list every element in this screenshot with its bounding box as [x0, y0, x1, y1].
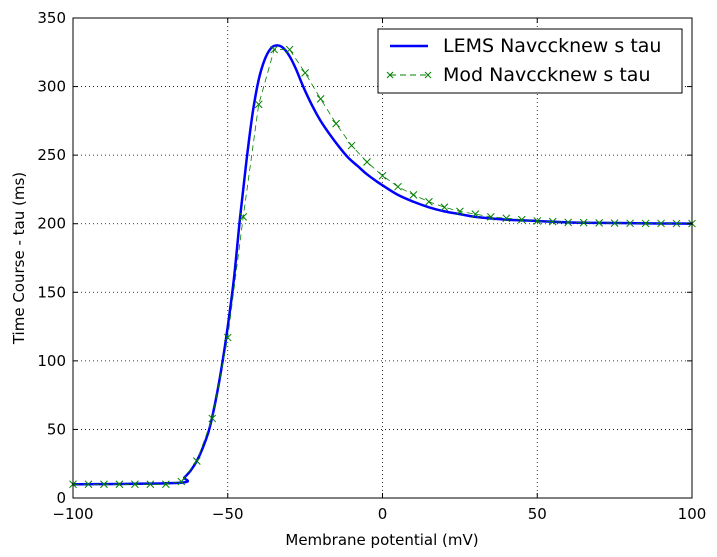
- data-point-mod: [208, 414, 217, 423]
- data-point-mod: [223, 333, 232, 342]
- data-point-mod: [502, 214, 511, 223]
- x-tick-label: 50: [528, 505, 547, 523]
- series-layer: [69, 44, 696, 489]
- x-tick-label: 0: [378, 505, 388, 523]
- data-point-mod: [131, 480, 139, 489]
- series-line-lems: [72, 44, 693, 486]
- data-point-mod: [332, 119, 340, 128]
- data-point-mod: [641, 219, 650, 228]
- x-tick-label: 100: [678, 505, 707, 523]
- data-point-mod: [672, 219, 681, 228]
- data-point-mod: [161, 480, 170, 489]
- data-point-mod: [84, 480, 93, 489]
- data-point-mod: [626, 219, 634, 228]
- series-line-mod: [73, 49, 692, 485]
- y-tick-label: 250: [37, 146, 66, 164]
- data-point-mod: [146, 480, 155, 489]
- data-point-mod: [100, 480, 108, 489]
- data-point-mod: [378, 171, 387, 180]
- y-tick-label: 100: [37, 352, 66, 370]
- x-tick-label: −100: [52, 505, 93, 523]
- data-point-mod: [409, 191, 418, 199]
- y-axis-label: Time Course - tau (ms): [10, 172, 28, 345]
- data-point-mod: [579, 218, 588, 227]
- data-point-mod: [177, 477, 186, 486]
- data-point-mod: [239, 213, 248, 221]
- data-point-mod: [471, 210, 480, 218]
- data-point-mod: [115, 480, 124, 489]
- legend-marker-mod: [386, 71, 432, 79]
- data-point-mod: [270, 45, 279, 54]
- data-point-mod: [254, 100, 263, 109]
- data-point-mod: [316, 95, 325, 103]
- data-point-mod: [548, 217, 557, 226]
- data-point-mod: [363, 158, 371, 166]
- ticks: −100 −50 0 50 100 0 50 100 150 200 250 300 350: [37, 9, 706, 523]
- y-tick-label: 50: [47, 420, 66, 438]
- data-point-mod: [456, 207, 464, 216]
- legend-label-lems: LEMS Navccknew s tau: [443, 35, 661, 57]
- data-point-mod: [517, 215, 526, 224]
- grid: [73, 18, 692, 498]
- legend: LEMS Navccknew s tau Mod Navccknew s tau: [377, 28, 683, 94]
- y-tick-label: 150: [37, 283, 66, 301]
- data-point-mod: [192, 457, 201, 465]
- x-tick-label: −50: [212, 505, 244, 523]
- data-point-mod: [394, 182, 402, 191]
- data-point-mod: [595, 219, 604, 227]
- data-point-mod: [486, 213, 495, 221]
- legend-box: [377, 28, 683, 94]
- data-point-mod: [347, 141, 356, 150]
- data-point-mod: [533, 217, 542, 225]
- y-tick-label: 350: [37, 9, 66, 27]
- data-point-mod: [440, 203, 449, 212]
- y-tick-label: 300: [37, 78, 66, 96]
- data-point-mod: [425, 197, 433, 206]
- x-axis-label: Membrane potential (mV): [285, 531, 478, 549]
- data-point-mod: [301, 69, 309, 77]
- data-point-mod: [285, 45, 294, 54]
- data-point-mod: [564, 218, 573, 227]
- data-point-mod: [610, 219, 619, 228]
- legend-label-mod: Mod Navccknew s tau: [443, 64, 651, 86]
- data-point-mod: [657, 219, 665, 228]
- y-tick-label: 0: [56, 489, 66, 507]
- y-tick-label: 200: [37, 215, 66, 233]
